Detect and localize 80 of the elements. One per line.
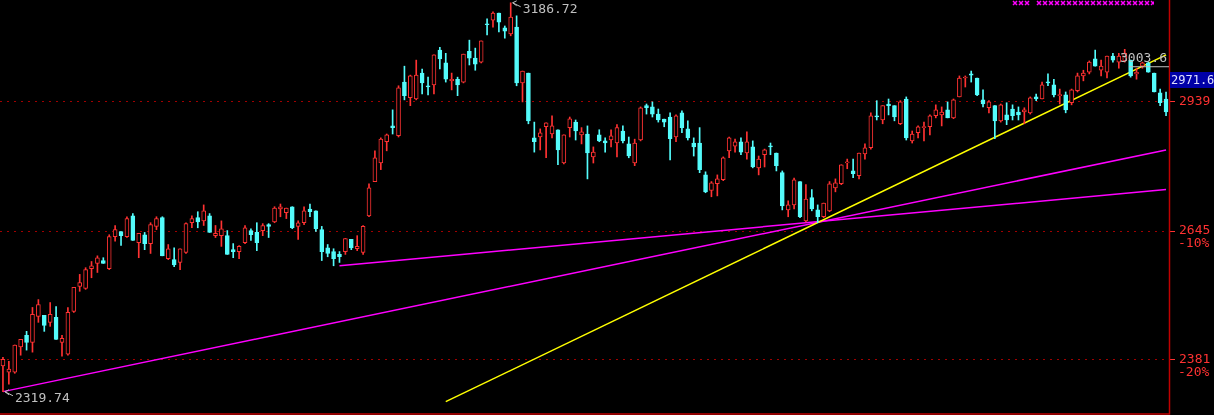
candlestick bbox=[1075, 72, 1080, 93]
candlestick bbox=[331, 248, 336, 267]
candlestick bbox=[390, 109, 395, 135]
candlestick bbox=[100, 257, 106, 264]
candlestick bbox=[945, 101, 950, 119]
candlestick bbox=[839, 164, 844, 186]
candlestick bbox=[762, 148, 767, 168]
candlestick bbox=[425, 76, 431, 96]
candlestick bbox=[154, 216, 159, 230]
candlestick bbox=[467, 39, 472, 66]
candlestick bbox=[774, 152, 779, 172]
candlestick bbox=[278, 203, 283, 218]
candlestick bbox=[768, 142, 773, 156]
text: 2971.6 bbox=[1171, 73, 1214, 88]
candlestick bbox=[1057, 88, 1063, 105]
candlestick bbox=[957, 75, 962, 98]
candlestick bbox=[632, 138, 638, 166]
candlestick bbox=[844, 158, 850, 170]
candlestick bbox=[224, 230, 230, 255]
candlestick bbox=[585, 125, 590, 180]
candlestick bbox=[272, 206, 277, 224]
candlestick bbox=[201, 204, 207, 226]
candlestick bbox=[343, 238, 348, 255]
candlestick bbox=[833, 178, 838, 193]
candlestick bbox=[709, 181, 714, 198]
candlestick bbox=[1010, 104, 1015, 121]
candlestick bbox=[396, 85, 401, 138]
candlestick bbox=[83, 267, 88, 290]
candlestick bbox=[284, 207, 289, 219]
candlestick bbox=[30, 307, 35, 353]
candlestick bbox=[697, 127, 702, 174]
candlestick bbox=[874, 100, 880, 121]
candlestick bbox=[1069, 88, 1074, 106]
candlestick bbox=[962, 75, 968, 88]
candlestick bbox=[213, 225, 218, 238]
candlestick bbox=[514, 15, 519, 87]
y-tick-label: 2939 bbox=[1179, 93, 1211, 109]
candlestick bbox=[821, 202, 826, 218]
candlestick bbox=[354, 235, 360, 251]
candlestick bbox=[638, 106, 643, 142]
candlestick bbox=[644, 103, 649, 115]
candlestick bbox=[526, 72, 531, 125]
candlestick bbox=[402, 65, 407, 101]
candlestick bbox=[1063, 91, 1069, 114]
candlestick bbox=[484, 18, 490, 36]
candlestick bbox=[219, 220, 224, 247]
candlestick bbox=[77, 274, 83, 292]
candlestick bbox=[827, 181, 832, 213]
candlestick bbox=[89, 261, 94, 279]
candlestick bbox=[160, 216, 165, 257]
annotation: 2319.74 bbox=[14, 389, 70, 405]
candlestick bbox=[36, 299, 41, 323]
candlestick bbox=[325, 244, 330, 258]
candlestick bbox=[455, 76, 460, 97]
candlestick bbox=[520, 70, 525, 103]
candlestick bbox=[461, 53, 466, 84]
candlestick bbox=[756, 155, 761, 176]
candlestick bbox=[95, 255, 100, 273]
candlestick bbox=[650, 101, 655, 118]
candlestick bbox=[591, 146, 596, 164]
candlestick bbox=[18, 339, 23, 356]
candlestick bbox=[951, 98, 956, 120]
candlestick bbox=[898, 100, 903, 125]
candlestick bbox=[24, 331, 29, 351]
candlestick bbox=[207, 213, 212, 233]
candlestick bbox=[573, 119, 578, 141]
candlestick bbox=[715, 174, 720, 197]
candlestick bbox=[968, 70, 974, 83]
candlestick bbox=[142, 232, 147, 251]
candlestick bbox=[703, 171, 708, 194]
candlestick bbox=[230, 243, 236, 259]
annotation: 3186.72 bbox=[522, 0, 578, 16]
candlestick bbox=[408, 74, 413, 107]
candlestick bbox=[1004, 102, 1009, 125]
candlestick bbox=[1045, 73, 1051, 87]
candlestick bbox=[148, 222, 153, 254]
candlestick bbox=[337, 251, 342, 263]
candlestick bbox=[880, 105, 885, 125]
candlestick bbox=[266, 223, 271, 238]
candlestick bbox=[892, 105, 897, 122]
